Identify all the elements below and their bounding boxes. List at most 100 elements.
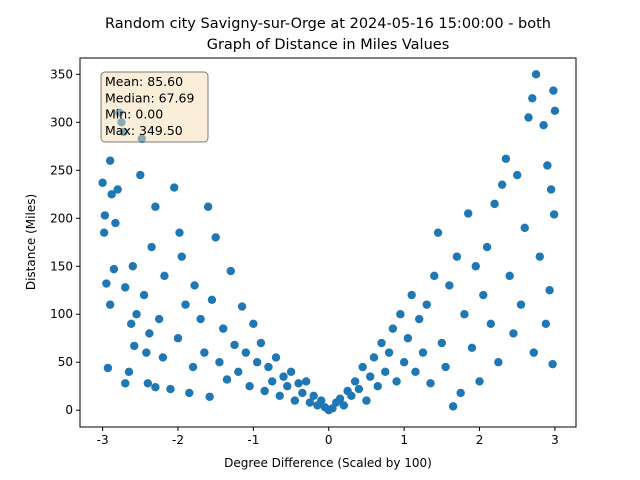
point [464, 209, 473, 218]
point [139, 290, 149, 300]
point [528, 94, 537, 103]
point [196, 314, 205, 324]
point [388, 324, 398, 333]
point [145, 329, 154, 338]
point [335, 394, 345, 403]
point [317, 396, 326, 405]
point [211, 233, 220, 242]
chart-title: Random city Savigny-sur-Orge at 2024-05-… [105, 16, 551, 32]
y-tick-label: 50 [58, 355, 73, 369]
point [437, 338, 447, 348]
point [147, 242, 156, 252]
y-tick-label: 350 [50, 67, 73, 81]
point [445, 281, 454, 290]
point [407, 290, 416, 300]
point [207, 295, 217, 305]
point [230, 340, 239, 350]
point [339, 401, 349, 410]
point [175, 228, 184, 237]
point [98, 178, 107, 187]
point [170, 183, 179, 192]
point [347, 391, 356, 401]
point [362, 396, 371, 405]
point [173, 334, 183, 343]
point [283, 382, 292, 391]
point [471, 262, 480, 271]
point [203, 202, 213, 211]
x-tick-label: 1 [400, 433, 408, 447]
point [399, 358, 409, 367]
point [545, 286, 554, 295]
point [154, 314, 164, 324]
point [279, 372, 288, 381]
point [373, 382, 382, 391]
point [549, 86, 558, 95]
point [132, 310, 141, 319]
point [448, 402, 458, 411]
plot-frame [79, 57, 577, 428]
y-tick-label: 250 [50, 163, 73, 177]
point [190, 281, 199, 290]
point [358, 362, 367, 372]
x-tick-label: 3 [551, 433, 559, 447]
x-tick-label: 0 [325, 433, 333, 447]
point [426, 379, 435, 388]
x-axis-label: Degree Difference (Scaled by 100) [224, 456, 432, 470]
point [460, 310, 469, 319]
point [286, 367, 296, 377]
point [181, 300, 190, 309]
point [226, 266, 235, 276]
point [497, 180, 507, 189]
point [354, 384, 364, 394]
point [107, 190, 116, 199]
point [549, 210, 559, 219]
x-tick-label: -2 [172, 433, 184, 447]
point [128, 262, 137, 271]
point [177, 252, 186, 261]
point [256, 338, 266, 348]
point [441, 362, 450, 372]
point [550, 106, 560, 115]
point [260, 386, 269, 396]
point [541, 319, 551, 329]
point [415, 314, 424, 324]
point [142, 348, 151, 357]
x-tick-label: -1 [247, 433, 259, 447]
point [366, 372, 375, 381]
point [100, 211, 110, 220]
point [290, 396, 300, 405]
point [452, 252, 462, 261]
point [222, 375, 232, 384]
point [188, 362, 198, 372]
x-tick-label: 2 [476, 433, 484, 447]
point [524, 113, 533, 122]
point [105, 300, 115, 309]
point [494, 358, 503, 367]
point [99, 228, 109, 237]
point [275, 391, 284, 401]
point [166, 384, 175, 394]
point [433, 228, 443, 237]
point [529, 348, 538, 357]
point [205, 392, 214, 401]
point [543, 161, 552, 170]
point [160, 271, 169, 281]
point [516, 300, 526, 309]
point [301, 377, 311, 386]
y-axis-label: Distance (Miles) [24, 194, 38, 290]
point [501, 154, 511, 163]
point [403, 334, 413, 343]
point [505, 271, 514, 281]
point [479, 290, 488, 300]
point [456, 388, 465, 398]
point [127, 319, 136, 329]
point [369, 353, 379, 362]
point [215, 358, 224, 367]
point [121, 379, 130, 388]
point [482, 242, 492, 252]
point [245, 382, 254, 391]
point [535, 252, 545, 261]
point [237, 302, 247, 311]
point [350, 377, 360, 386]
